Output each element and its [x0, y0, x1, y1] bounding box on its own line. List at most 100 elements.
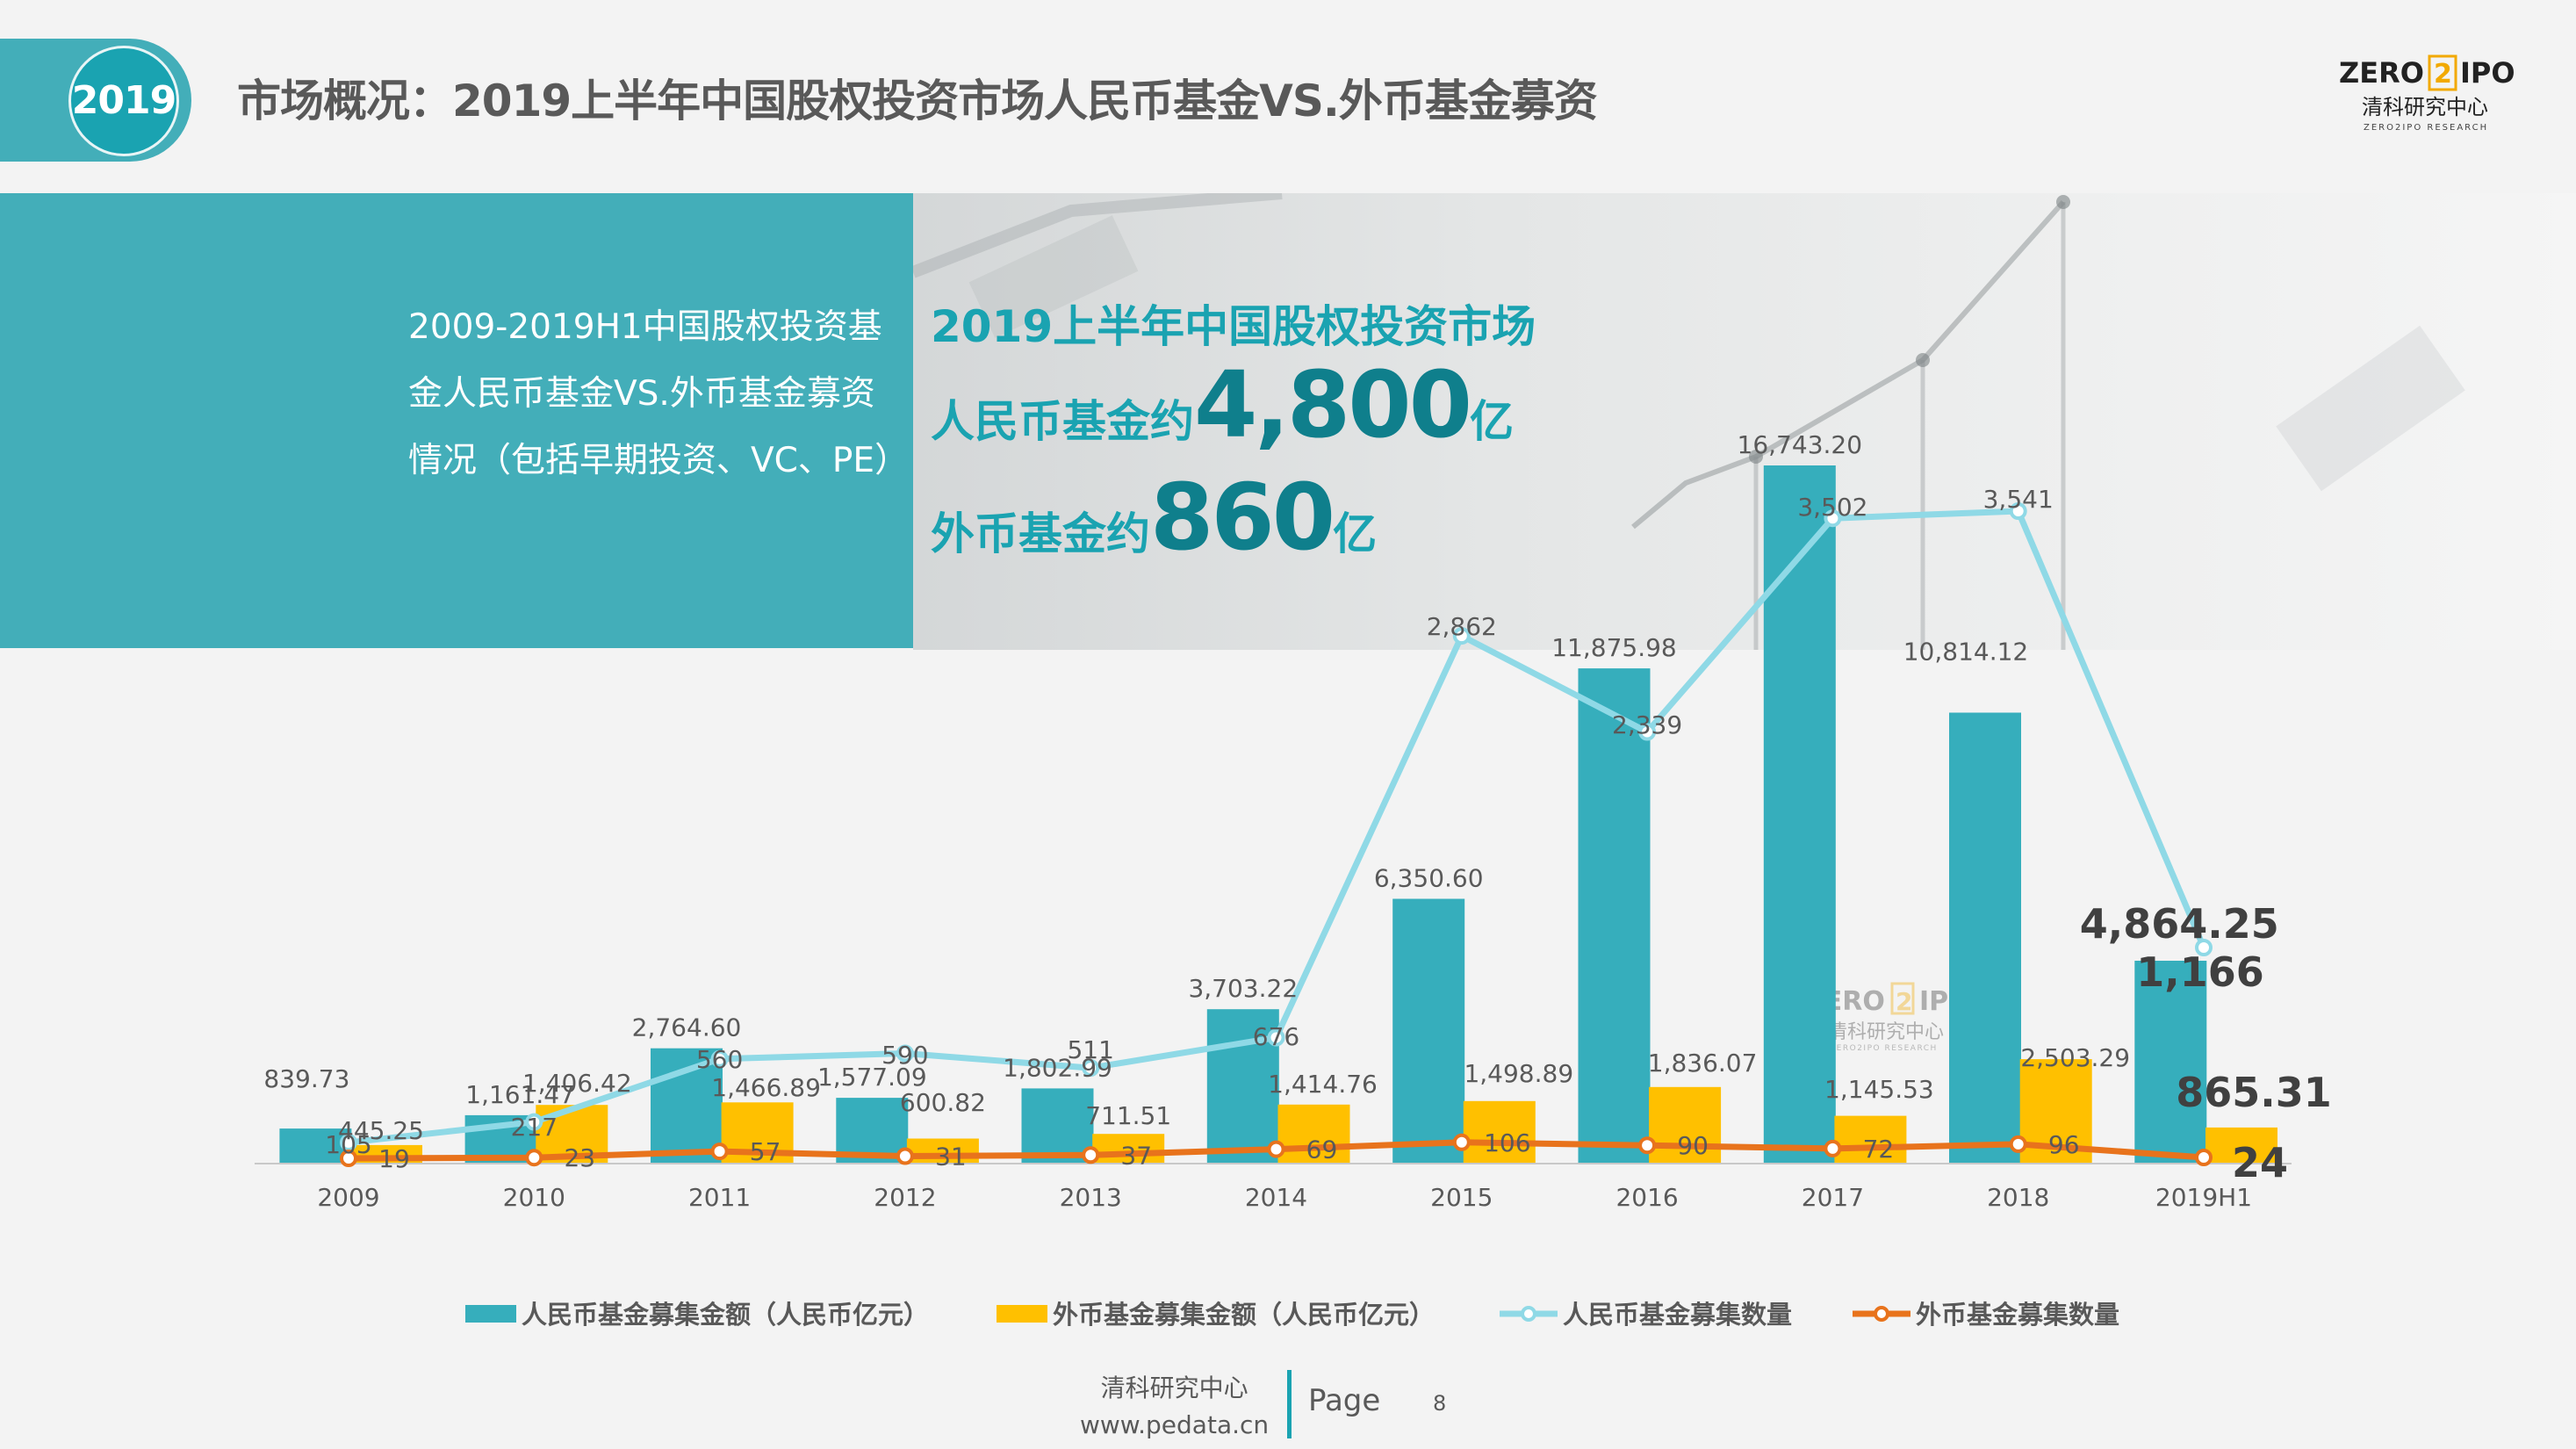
- label-rmb-amount: 1,802.99: [1003, 1053, 1112, 1082]
- label-usd-amount: 600.82: [900, 1088, 986, 1117]
- label-usd-amount: 1,498.89: [1464, 1059, 1573, 1088]
- banner-teal-panel: [0, 193, 913, 648]
- footer-url: www.pedata.cn: [1080, 1410, 1270, 1439]
- label-rmb-amount: 3,703.22: [1188, 974, 1298, 1003]
- watermark-box: [1890, 982, 1915, 1015]
- point-usd-count: [1267, 1140, 1285, 1158]
- bar-rmb-amount: [1763, 465, 1836, 1164]
- bar-rmb-amount: [1021, 1088, 1094, 1164]
- x-tick-label: 2011: [688, 1183, 751, 1212]
- point-rmb-count: [1452, 627, 1471, 645]
- label-rmb-count: 2,862: [1427, 612, 1497, 641]
- point-usd-count: [1082, 1146, 1100, 1164]
- bar-rmb-amount: [1206, 1009, 1279, 1164]
- label-usd-amount: 1,414.76: [1268, 1070, 1378, 1099]
- label-rmb-amount: 10,814.12: [1903, 638, 2029, 667]
- point-rmb-count: [2009, 502, 2027, 520]
- bar-rmb-amount: [1392, 898, 1465, 1164]
- bar-rmb-amount: [279, 1128, 352, 1164]
- point-rmb-count: [1082, 1059, 1100, 1078]
- label-rmb-count: 560: [696, 1045, 743, 1074]
- watermark-cn-name: 清科研究中心: [1828, 1021, 1944, 1043]
- label-usd-amount: 2,503.29: [2020, 1043, 2130, 1072]
- footer-org: 清科研究中心: [1100, 1373, 1248, 1402]
- rmb-unit: 亿: [1469, 396, 1514, 447]
- logo-brand-mid: 2: [2434, 59, 2452, 90]
- bar-usd-amount: [2205, 1127, 2277, 1164]
- headline: 2019上半年中国股权投资市场: [931, 301, 1536, 352]
- usd-value: 860: [1150, 464, 1335, 571]
- label-rmb-count: 511: [1067, 1035, 1113, 1064]
- year-badge: 2019: [68, 46, 179, 156]
- point-rmb-count: [896, 1044, 914, 1063]
- legend-swatch-marker: [1521, 1306, 1536, 1322]
- label-rmb-amount: 16,743.20: [1738, 430, 1863, 459]
- watermark-brand-mid: 2: [1896, 987, 1912, 1016]
- rmb-value: 4,800: [1194, 351, 1472, 458]
- watermark-en-name: ZERO2IPO RESEARCH: [1830, 1044, 1938, 1053]
- banner-graph-decoration: [913, 193, 2465, 650]
- bar-usd-amount: [1463, 1100, 1536, 1164]
- usd-unit: 亿: [1333, 508, 1378, 559]
- point-usd-count: [1452, 1133, 1471, 1151]
- label-rmb-count: 217: [511, 1113, 558, 1142]
- point-usd-count: [2195, 1149, 2213, 1166]
- label-rmb-count: 3,502: [1797, 493, 1867, 522]
- usd-prefix: 外币基金约: [931, 508, 1150, 559]
- x-tick-label: 2014: [1245, 1183, 1307, 1212]
- label-rmb-amount: 2,764.60: [632, 1013, 742, 1042]
- bar-rmb-amount: [1578, 668, 1651, 1164]
- label-rmb-amount: 1,577.09: [817, 1063, 927, 1092]
- label-rmb-amount: 11,875.98: [1551, 633, 1677, 662]
- label-usd-amount: 1,836.07: [1648, 1049, 1758, 1078]
- footer-source: 清科研究中心 www.pedata.cn: [1080, 1370, 1269, 1444]
- point-usd-count: [896, 1147, 914, 1165]
- label-rmb-amount: 6,350.60: [1374, 864, 1484, 893]
- footer-page-label: Page: [1308, 1383, 1381, 1418]
- label-usd-count: 31: [935, 1143, 967, 1171]
- label-rmb-amount: 839.73: [263, 1064, 349, 1093]
- legend-label: 外币基金募集金额（人民币亿元）: [1053, 1300, 1435, 1330]
- logo-brand-right: IPO: [2460, 56, 2515, 90]
- label-usd-count: 90: [1677, 1131, 1709, 1160]
- x-axis-ticks: 2009 2010 2011 2012 2013 2014 2015 2016 2017 2018…: [317, 1183, 2252, 1212]
- point-rmb-count: [1638, 723, 1657, 741]
- label-rmb-count: 676: [1253, 1022, 1299, 1051]
- label-usd-count: 72: [1863, 1135, 1895, 1164]
- logo-en-name: ZERO2IPO RESEARCH: [2364, 123, 2488, 133]
- legend-label: 外币基金募集数量: [1916, 1300, 2119, 1330]
- legend-swatch: [997, 1305, 1047, 1323]
- bars-layer: [279, 465, 2277, 1164]
- x-tick-label: 2018: [1987, 1183, 2049, 1212]
- label-rmb-amount: 4,864.25: [2080, 900, 2279, 948]
- banner-description: 2009-2019H1中国股权投资基金人民币基金VS.外币基金募资情况（包括早期…: [408, 307, 910, 480]
- x-tick-label: 2019H1: [2155, 1183, 2252, 1212]
- point-usd-count: [2009, 1135, 2027, 1153]
- lines-layer: [340, 502, 2213, 1167]
- point-usd-count: [525, 1149, 543, 1167]
- label-usd-count: 23: [564, 1143, 595, 1172]
- label-usd-amount: 1,466.89: [711, 1073, 821, 1102]
- legend-label: 人民币基金募集数量: [1563, 1300, 1792, 1330]
- label-usd-count: 37: [1120, 1141, 1152, 1170]
- bar-usd-amount: [1649, 1086, 1722, 1164]
- zero2ipo-logo: ZERO 2 IPO 清科研究中心 ZERO2IPO RESEARCH: [2335, 51, 2537, 139]
- label-usd-amount: 865.31: [2176, 1069, 2332, 1116]
- page-title: 市场概况：2019上半年中国股权投资市场人民币基金VS.外币基金募资: [237, 76, 1598, 126]
- x-tick-label: 2017: [1802, 1183, 1864, 1212]
- bar-rmb-amount: [2134, 961, 2207, 1164]
- point-rmb-count: [1267, 1028, 1285, 1047]
- x-tick-label: 2012: [874, 1183, 936, 1212]
- label-rmb-count: 1,166: [2136, 948, 2264, 996]
- logo-cn-name: 清科研究中心: [2362, 95, 2488, 119]
- label-rmb-count: 590: [881, 1041, 928, 1070]
- label-usd-amount: 445.25: [338, 1116, 424, 1145]
- bar-usd-amount: [1092, 1134, 1165, 1164]
- label-rmb-count: 2,339: [1612, 710, 1682, 739]
- logo-box: [2428, 54, 2457, 91]
- label-usd-count: 57: [750, 1137, 781, 1166]
- label-usd-count: 106: [1484, 1128, 1530, 1157]
- point-rmb-count: [525, 1113, 543, 1131]
